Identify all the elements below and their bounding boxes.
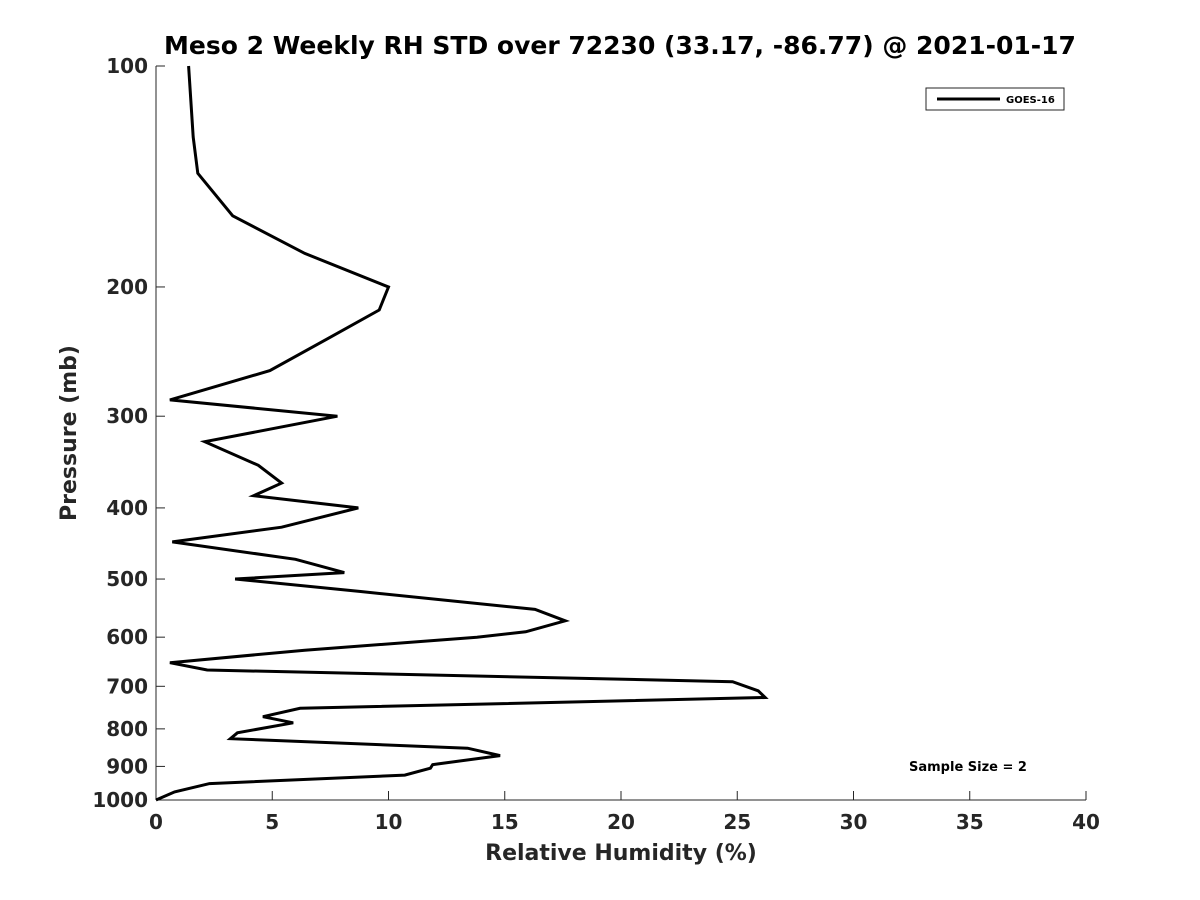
y-tick-label: 300 — [106, 404, 148, 428]
y-tick-label: 700 — [106, 674, 148, 698]
x-tick-label: 15 — [491, 810, 519, 834]
x-axis-label: Relative Humidity (%) — [485, 841, 757, 866]
y-tick-label: 400 — [106, 496, 148, 520]
x-tick-label: 5 — [265, 810, 279, 834]
legend: GOES-16 — [925, 87, 1065, 111]
chart-title: Meso 2 Weekly RH STD over 72230 (33.17, … — [164, 31, 1076, 60]
x-tick-label: 35 — [956, 810, 984, 834]
y-tick-label: 1000 — [92, 788, 148, 812]
legend-label-goes-16: GOES-16 — [1006, 95, 1055, 106]
y-tick-label: 800 — [106, 717, 148, 741]
y-tick-label: 100 — [106, 54, 148, 78]
y-ticks: 100 200 300 400 500 600 700 800 900 1000 — [92, 54, 165, 812]
axes: 0 5 10 15 20 25 30 35 40 100 200 300 400 500 600 700 80… — [92, 54, 1100, 834]
y-tick-label: 900 — [106, 754, 148, 778]
y-axis-label: Pressure (mb) — [57, 345, 82, 521]
x-ticks: 0 5 10 15 20 25 30 35 40 — [149, 791, 1100, 834]
x-tick-label: 30 — [840, 810, 868, 834]
x-tick-label: 10 — [375, 810, 403, 834]
x-tick-label: 0 — [149, 810, 163, 834]
series-line-goes-16 — [155, 65, 769, 802]
y-tick-label: 500 — [106, 567, 148, 591]
series-layer — [155, 65, 769, 802]
x-tick-label: 20 — [607, 810, 635, 834]
x-tick-label: 25 — [723, 810, 751, 834]
sample-size-annotation: Sample Size = 2 — [909, 760, 1027, 775]
y-tick-label: 200 — [106, 275, 148, 299]
y-tick-label: 600 — [106, 625, 148, 649]
x-tick-label: 40 — [1072, 810, 1100, 834]
